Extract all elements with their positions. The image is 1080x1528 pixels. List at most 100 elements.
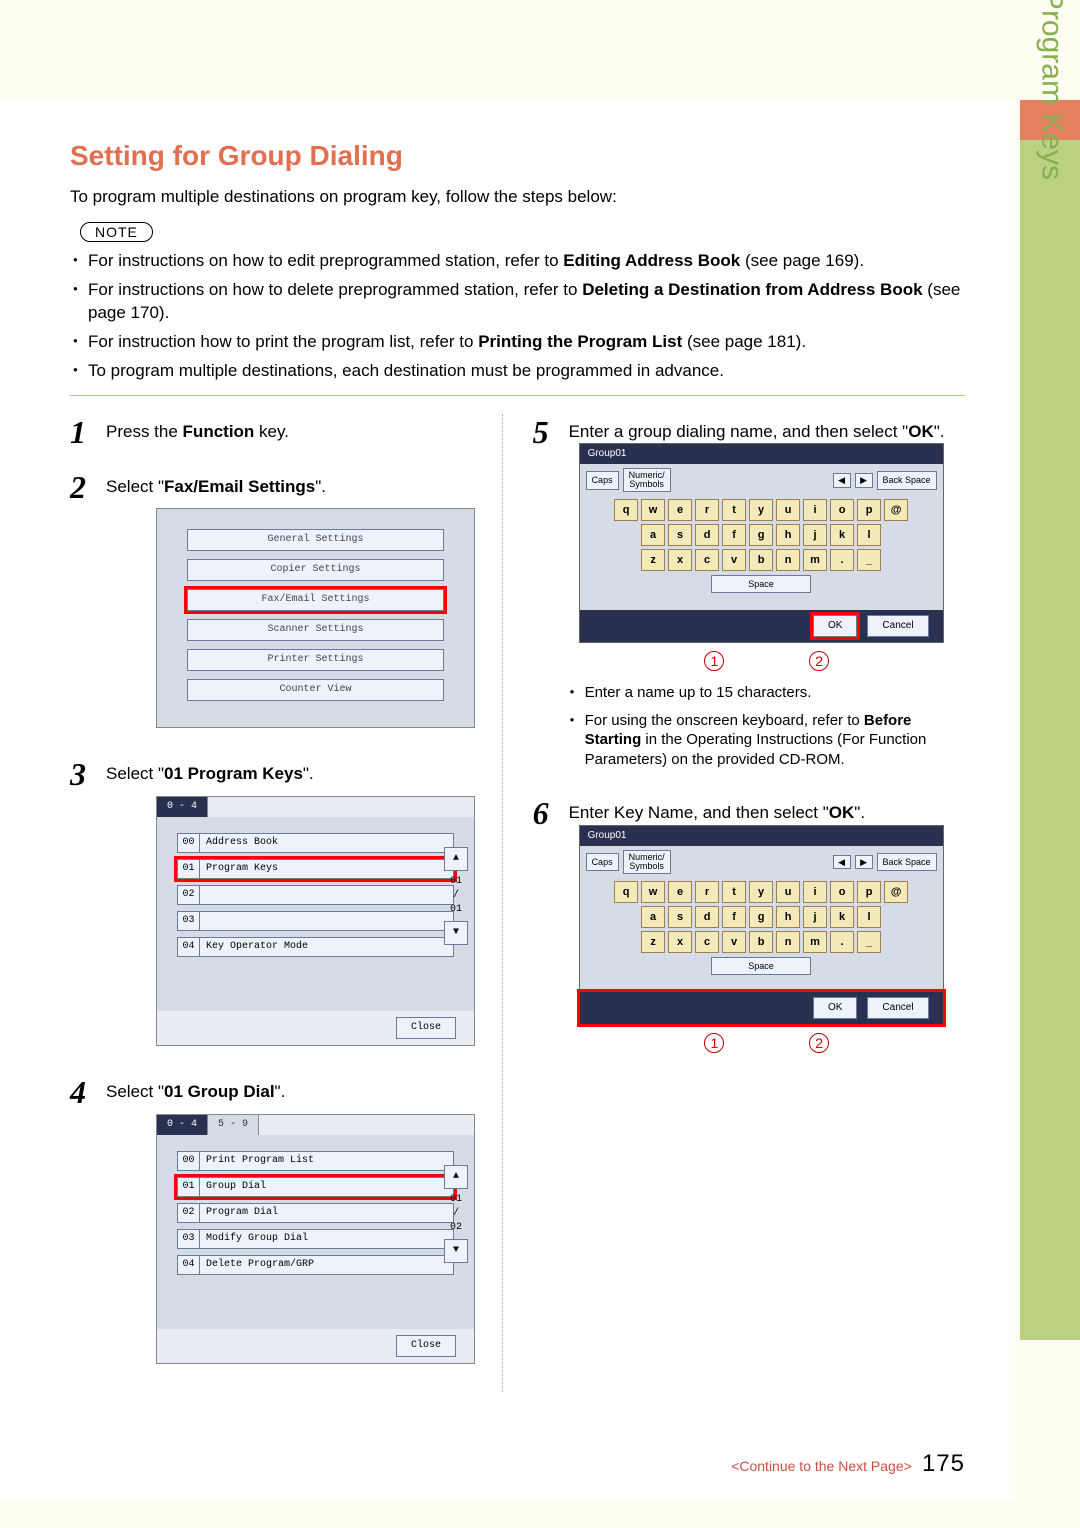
key[interactable]: h [776, 524, 800, 546]
key[interactable]: z [641, 931, 665, 953]
key[interactable]: m [803, 931, 827, 953]
key[interactable]: v [722, 931, 746, 953]
key[interactable]: q [614, 881, 638, 903]
key[interactable]: l [857, 524, 881, 546]
key[interactable]: f [722, 906, 746, 928]
list-tab[interactable]: 5 - 9 [208, 1115, 259, 1135]
right-arrow-icon[interactable]: ▶ [855, 855, 873, 870]
key[interactable]: i [803, 881, 827, 903]
key[interactable]: t [722, 499, 746, 521]
list-tab[interactable]: 0 - 4 [157, 797, 208, 817]
caps-button[interactable]: Caps [586, 471, 619, 490]
key[interactable]: r [695, 881, 719, 903]
key[interactable]: x [668, 931, 692, 953]
key[interactable]: o [830, 499, 854, 521]
key[interactable]: g [749, 906, 773, 928]
key[interactable]: s [668, 906, 692, 928]
list-row[interactable]: 04Key Operator Mode [177, 937, 454, 957]
scroll-up-icon[interactable]: ▲ [444, 1165, 468, 1189]
key[interactable]: _ [857, 549, 881, 571]
close-button[interactable]: Close [396, 1335, 456, 1357]
menu-item[interactable]: Counter View [187, 679, 444, 701]
key[interactable]: c [695, 549, 719, 571]
list-tab[interactable]: 0 - 4 [157, 1115, 208, 1135]
key[interactable]: q [614, 499, 638, 521]
list-row-highlighted[interactable]: 01Program Keys [177, 859, 454, 879]
key[interactable]: r [695, 499, 719, 521]
key[interactable]: k [830, 524, 854, 546]
list-row[interactable]: 04Delete Program/GRP [177, 1255, 454, 1275]
key[interactable]: g [749, 524, 773, 546]
key[interactable]: . [830, 549, 854, 571]
key[interactable]: f [722, 524, 746, 546]
key[interactable]: p [857, 881, 881, 903]
space-key[interactable]: Space [711, 575, 811, 593]
key[interactable]: i [803, 499, 827, 521]
key[interactable]: m [803, 549, 827, 571]
list-row-highlighted[interactable]: 01Group Dial [177, 1177, 454, 1197]
list-row[interactable]: 02 [177, 885, 454, 905]
key[interactable]: w [641, 881, 665, 903]
menu-item[interactable]: Copier Settings [187, 559, 444, 581]
key[interactable]: l [857, 906, 881, 928]
list-row[interactable]: 00Address Book [177, 833, 454, 853]
numeric-symbols-button[interactable]: Numeric/ Symbols [623, 468, 671, 492]
step-number: 4 [70, 1074, 106, 1374]
key[interactable]: k [830, 906, 854, 928]
menu-item-highlighted[interactable]: Fax/Email Settings [187, 589, 444, 611]
key[interactable]: b [749, 549, 773, 571]
key[interactable]: h [776, 906, 800, 928]
key[interactable]: d [695, 906, 719, 928]
cancel-button[interactable]: Cancel [867, 997, 928, 1019]
cancel-button[interactable]: Cancel [867, 615, 928, 637]
key[interactable]: v [722, 549, 746, 571]
key[interactable]: d [695, 524, 719, 546]
key[interactable]: u [776, 499, 800, 521]
right-arrow-icon[interactable]: ▶ [855, 473, 873, 488]
backspace-button[interactable]: Back Space [877, 471, 937, 490]
left-arrow-icon[interactable]: ◀ [833, 855, 851, 870]
key[interactable]: u [776, 881, 800, 903]
key[interactable]: s [668, 524, 692, 546]
ok-button[interactable]: OK [813, 997, 857, 1019]
key[interactable]: y [749, 881, 773, 903]
key[interactable]: p [857, 499, 881, 521]
space-key[interactable]: Space [711, 957, 811, 975]
list-row[interactable]: 03Modify Group Dial [177, 1229, 454, 1249]
menu-item[interactable]: General Settings [187, 529, 444, 551]
scroll-up-icon[interactable]: ▲ [444, 847, 468, 871]
left-arrow-icon[interactable]: ◀ [833, 473, 851, 488]
list-row[interactable]: 03 [177, 911, 454, 931]
key[interactable]: . [830, 931, 854, 953]
list-row[interactable]: 02Program Dial [177, 1203, 454, 1223]
numeric-symbols-button[interactable]: Numeric/ Symbols [623, 850, 671, 874]
menu-item[interactable]: Scanner Settings [187, 619, 444, 641]
key[interactable]: w [641, 499, 665, 521]
key[interactable]: a [641, 906, 665, 928]
key[interactable]: y [749, 499, 773, 521]
key[interactable]: x [668, 549, 692, 571]
caps-button[interactable]: Caps [586, 853, 619, 872]
close-button[interactable]: Close [396, 1017, 456, 1039]
key[interactable]: e [668, 499, 692, 521]
key[interactable]: @ [884, 881, 908, 903]
key[interactable]: n [776, 931, 800, 953]
key[interactable]: b [749, 931, 773, 953]
scroll-down-icon[interactable]: ▼ [444, 1239, 468, 1263]
key[interactable]: z [641, 549, 665, 571]
key[interactable]: o [830, 881, 854, 903]
key[interactable]: _ [857, 931, 881, 953]
backspace-button[interactable]: Back Space [877, 853, 937, 872]
key[interactable]: @ [884, 499, 908, 521]
key[interactable]: t [722, 881, 746, 903]
key[interactable]: n [776, 549, 800, 571]
menu-item[interactable]: Printer Settings [187, 649, 444, 671]
key[interactable]: j [803, 524, 827, 546]
list-row[interactable]: 00Print Program List [177, 1151, 454, 1171]
key[interactable]: j [803, 906, 827, 928]
key[interactable]: e [668, 881, 692, 903]
scroll-down-icon[interactable]: ▼ [444, 921, 468, 945]
ok-button[interactable]: OK [813, 615, 857, 637]
key[interactable]: c [695, 931, 719, 953]
key[interactable]: a [641, 524, 665, 546]
